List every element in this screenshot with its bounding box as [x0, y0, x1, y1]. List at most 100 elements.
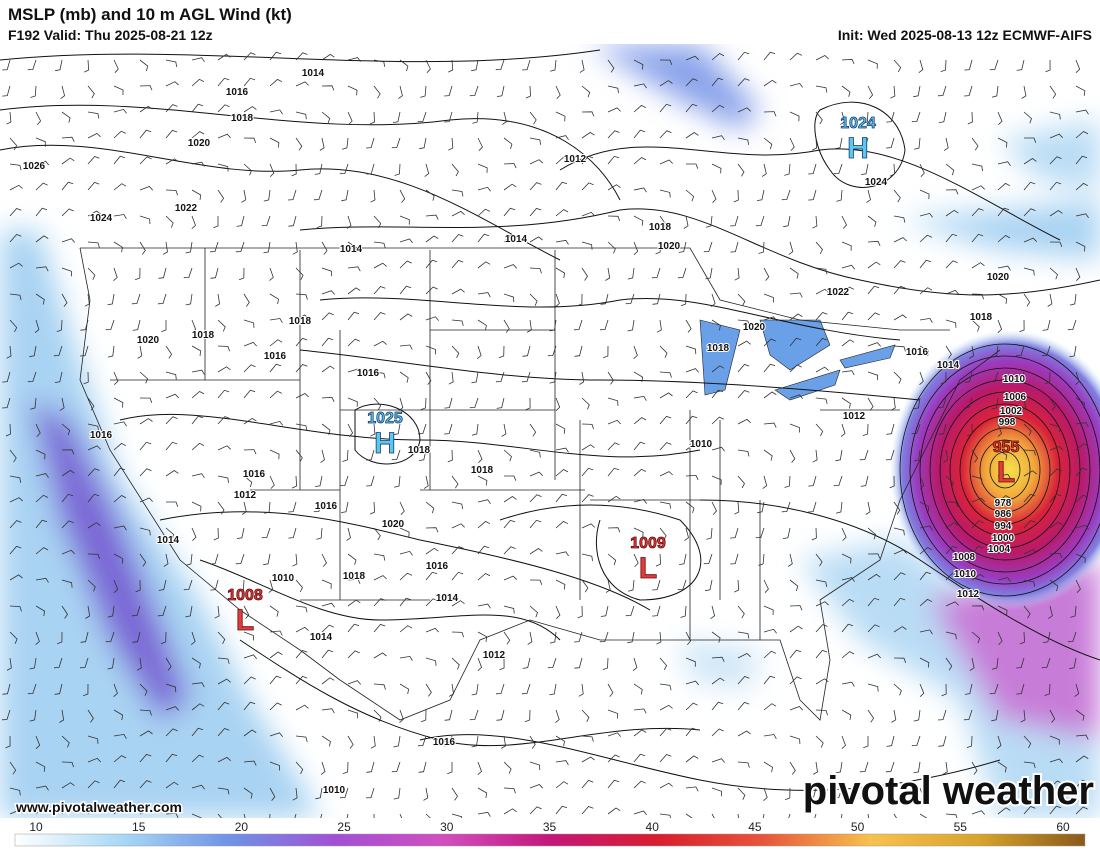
isobar-label: 1016 — [243, 469, 266, 480]
wind-barb — [269, 449, 280, 460]
wind-barb — [2, 397, 11, 409]
wind-barb — [366, 163, 375, 175]
wind-barb — [137, 345, 143, 359]
wind-barb — [893, 657, 907, 664]
wind-barb — [503, 264, 517, 269]
wind-barb — [705, 579, 713, 592]
wind-barb — [448, 137, 454, 151]
wind-barb — [1069, 345, 1077, 358]
wind-barb — [321, 111, 331, 124]
wind-barb — [1041, 657, 1051, 669]
wind-barb — [1049, 709, 1056, 723]
wind-barb — [1075, 371, 1080, 386]
wind-barb — [295, 314, 309, 321]
wind-barb — [469, 85, 479, 97]
wind-barb — [134, 267, 141, 281]
wind-barb — [577, 293, 583, 307]
wind-barb — [945, 787, 954, 800]
wind-barb — [9, 787, 21, 796]
wind-barb — [789, 735, 801, 745]
wind-barb — [815, 55, 829, 61]
wind-barb — [1075, 213, 1089, 219]
wind-barb — [763, 703, 777, 711]
wind-barb — [217, 389, 230, 399]
wind-barb — [2, 85, 11, 97]
wind-barb — [763, 787, 768, 802]
wind-barb — [1019, 631, 1025, 645]
wind-barb — [321, 602, 336, 608]
wind-barb — [945, 601, 959, 607]
wind-barb — [288, 501, 297, 513]
isobar-label: 1018 — [707, 343, 730, 354]
wind-barb — [938, 735, 947, 747]
wind-barb — [113, 397, 124, 408]
wind-barb — [213, 527, 219, 541]
wind-barb — [893, 260, 906, 269]
wind-barb — [860, 787, 869, 799]
wind-barb — [496, 397, 505, 409]
wind-barb — [471, 59, 479, 72]
wind-barb — [913, 397, 921, 410]
wind-barb — [191, 527, 197, 541]
wind-barb — [711, 389, 724, 399]
wind-barb — [964, 59, 973, 71]
isobar-label: 1016 — [264, 351, 287, 362]
wind-barb — [191, 442, 205, 451]
wind-barb — [295, 650, 308, 659]
wind-barb — [703, 553, 713, 565]
wind-barb — [607, 754, 620, 763]
wind-barb — [997, 137, 1008, 148]
wind-barb — [373, 598, 386, 607]
wind-barb — [243, 760, 257, 766]
wind-barb — [35, 807, 49, 815]
wind-barb — [321, 579, 332, 589]
wind-barb — [87, 709, 94, 723]
wind-barb — [1049, 521, 1063, 529]
wind-barb — [472, 111, 479, 124]
wind-barb — [61, 549, 75, 555]
wind-barb — [711, 787, 722, 797]
wind-barb — [633, 187, 647, 193]
wind-barb — [444, 397, 453, 409]
wind-barb — [191, 473, 205, 479]
wind-barb — [399, 285, 412, 295]
wind-barb — [659, 704, 673, 711]
wind-barb — [503, 605, 515, 614]
wind-barb — [477, 520, 491, 529]
colorbar-tick-label: 10 — [29, 820, 43, 834]
wind-barb — [342, 449, 349, 462]
wind-barb — [711, 677, 725, 685]
wind-barb — [1049, 156, 1062, 165]
wind-barb — [295, 675, 308, 685]
wind-barb — [477, 186, 491, 192]
wind-barb — [942, 761, 948, 775]
wind-barb — [217, 728, 230, 737]
wind-barb — [863, 736, 869, 749]
wind-barb — [633, 499, 647, 504]
wind-barb — [808, 189, 817, 201]
wind-barb — [185, 553, 193, 566]
wind-barb — [815, 553, 823, 567]
wind-barb — [243, 364, 256, 373]
wind-barb — [9, 163, 22, 171]
wind-barb — [945, 233, 958, 243]
wind-barb — [477, 475, 488, 486]
wind-barb — [105, 319, 115, 331]
wind-barb — [919, 189, 930, 200]
wind-barb — [737, 137, 749, 145]
wind-barb — [269, 137, 280, 148]
wind-barb — [269, 651, 283, 659]
wind-barb — [373, 312, 386, 321]
isobar-label: 1012 — [957, 589, 980, 600]
wind-barb — [451, 210, 465, 217]
wind-barb — [1075, 131, 1089, 139]
wind-barb — [685, 415, 698, 425]
wind-barb — [529, 471, 543, 477]
wind-barb — [888, 787, 895, 801]
wind-barb — [9, 475, 22, 483]
wind-barb — [808, 163, 817, 175]
wind-barb — [495, 371, 505, 383]
wind-barb — [163, 553, 169, 567]
wind-barb — [607, 107, 621, 113]
wind-barb — [841, 397, 851, 409]
